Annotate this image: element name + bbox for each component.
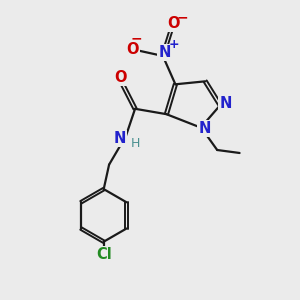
Text: N: N [158,45,170,60]
Text: O: O [127,42,139,57]
Text: H: H [130,136,140,150]
Text: −: − [130,31,142,45]
Text: Cl: Cl [96,247,112,262]
Text: O: O [114,70,126,85]
Text: N: N [114,131,126,146]
Text: N: N [219,96,232,111]
Text: −: − [177,10,188,24]
Text: O: O [167,16,180,31]
Text: +: + [169,38,179,51]
Text: N: N [198,121,211,136]
